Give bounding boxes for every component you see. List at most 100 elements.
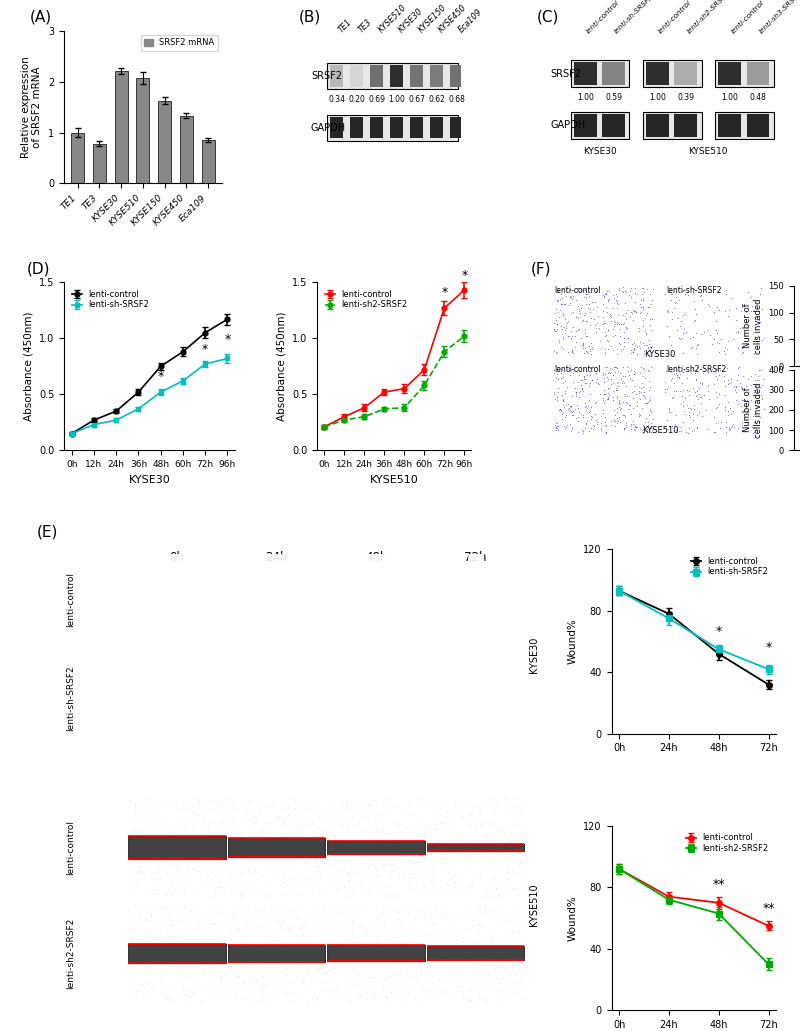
FancyBboxPatch shape: [330, 65, 343, 87]
Text: lenti-control: lenti-control: [554, 365, 602, 373]
FancyBboxPatch shape: [410, 65, 423, 87]
FancyBboxPatch shape: [390, 65, 403, 87]
FancyBboxPatch shape: [450, 118, 463, 138]
FancyBboxPatch shape: [715, 111, 774, 139]
Text: 0.62: 0.62: [428, 95, 446, 104]
FancyBboxPatch shape: [602, 62, 625, 85]
Text: 24h: 24h: [266, 552, 288, 564]
Text: *: *: [158, 370, 164, 384]
Text: lenti-control: lenti-control: [66, 820, 75, 875]
Text: (C): (C): [537, 9, 559, 25]
Text: (B): (B): [299, 9, 321, 25]
Text: lenti-sh-SRSF2: lenti-sh-SRSF2: [666, 286, 722, 295]
Y-axis label: Absorbance (450nm): Absorbance (450nm): [277, 311, 286, 421]
Text: (A): (A): [30, 9, 51, 25]
Text: SRSF2: SRSF2: [311, 71, 342, 80]
Legend: lenti-control, lenti-sh-SRSF2: lenti-control, lenti-sh-SRSF2: [68, 287, 152, 312]
Legend: lenti-control, lenti-sh2-SRSF2: lenti-control, lenti-sh2-SRSF2: [682, 830, 772, 857]
FancyBboxPatch shape: [430, 65, 443, 87]
Text: KYSE150: KYSE150: [417, 3, 448, 35]
Text: GAPDH: GAPDH: [311, 123, 346, 133]
Text: KYSE30: KYSE30: [645, 351, 676, 359]
Y-axis label: Wound%: Wound%: [568, 619, 578, 664]
Text: lenti-sh2-SRSF2: lenti-sh2-SRSF2: [686, 0, 730, 35]
FancyBboxPatch shape: [570, 111, 630, 139]
Text: 0.34: 0.34: [328, 95, 345, 104]
Y-axis label: Relative expression
of SRSF2 mRNA: Relative expression of SRSF2 mRNA: [21, 57, 42, 158]
Text: 1.00: 1.00: [388, 95, 405, 104]
FancyBboxPatch shape: [718, 62, 741, 85]
Text: GAPDH: GAPDH: [550, 121, 586, 130]
Text: *: *: [766, 641, 772, 654]
Text: lenti-control: lenti-control: [730, 0, 765, 35]
FancyBboxPatch shape: [370, 118, 383, 138]
Legend: lenti-control, lenti-sh2-SRSF2: lenti-control, lenti-sh2-SRSF2: [322, 287, 411, 312]
FancyBboxPatch shape: [350, 65, 363, 87]
Text: KYSE30: KYSE30: [397, 7, 425, 35]
Text: 0.48: 0.48: [750, 94, 766, 102]
Text: 1.00: 1.00: [577, 94, 594, 102]
Text: 0.20: 0.20: [348, 95, 365, 104]
Text: lenti-sh3-SRSF2: lenti-sh3-SRSF2: [758, 0, 800, 35]
Bar: [158, 100, 171, 184]
Text: 0.59: 0.59: [605, 94, 622, 102]
Y-axis label: Absorbance (450nm): Absorbance (450nm): [23, 311, 34, 421]
Text: 72h: 72h: [464, 552, 487, 564]
Text: KYSE510: KYSE510: [689, 147, 728, 157]
FancyBboxPatch shape: [390, 118, 403, 138]
Text: **: **: [713, 877, 725, 891]
Bar: [114, 70, 128, 184]
Text: lenti-control: lenti-control: [554, 286, 602, 295]
Text: lenti-control: lenti-control: [586, 0, 621, 35]
Text: Eca109: Eca109: [457, 7, 484, 35]
Text: 48h: 48h: [365, 552, 387, 564]
FancyBboxPatch shape: [643, 60, 702, 88]
FancyBboxPatch shape: [602, 114, 625, 137]
FancyBboxPatch shape: [674, 62, 697, 85]
Bar: [137, 78, 150, 184]
Legend: SRSF2 mRNA: SRSF2 mRNA: [141, 35, 218, 51]
Text: *: *: [715, 626, 722, 638]
Text: lenti-sh2-SRSF2: lenti-sh2-SRSF2: [66, 918, 75, 989]
Text: 0.68: 0.68: [449, 95, 466, 104]
X-axis label: KYSE510: KYSE510: [370, 474, 418, 485]
FancyBboxPatch shape: [330, 118, 343, 138]
Text: 0.69: 0.69: [368, 95, 385, 104]
Text: 1.00: 1.00: [649, 94, 666, 102]
Text: 0h: 0h: [170, 552, 185, 564]
Y-axis label: Wound%: Wound%: [568, 895, 578, 941]
FancyBboxPatch shape: [746, 114, 770, 137]
Text: KYSE510: KYSE510: [529, 884, 539, 926]
Text: 0.67: 0.67: [408, 95, 426, 104]
FancyBboxPatch shape: [574, 114, 597, 137]
FancyBboxPatch shape: [410, 118, 423, 138]
Legend: lenti-control, lenti-sh-SRSF2: lenti-control, lenti-sh-SRSF2: [688, 554, 772, 579]
Bar: [93, 143, 106, 184]
Text: 1.00: 1.00: [722, 94, 738, 102]
FancyBboxPatch shape: [327, 114, 458, 140]
Text: SRSF2: SRSF2: [550, 69, 582, 78]
FancyBboxPatch shape: [370, 65, 383, 87]
Text: (F): (F): [531, 262, 552, 277]
FancyBboxPatch shape: [718, 114, 741, 137]
Text: (D): (D): [26, 262, 50, 277]
Text: lenti-sh-SRSF2: lenti-sh-SRSF2: [614, 0, 655, 35]
X-axis label: KYSE30: KYSE30: [129, 474, 170, 485]
Text: KYSE30: KYSE30: [583, 147, 617, 157]
Text: *: *: [224, 333, 230, 346]
FancyBboxPatch shape: [570, 60, 630, 88]
FancyBboxPatch shape: [715, 60, 774, 88]
FancyBboxPatch shape: [430, 118, 443, 138]
Text: lenti-control: lenti-control: [66, 571, 75, 627]
FancyBboxPatch shape: [646, 114, 669, 137]
Text: TE1: TE1: [337, 18, 354, 35]
Text: *: *: [202, 343, 208, 357]
Text: *: *: [442, 287, 447, 299]
Text: *: *: [462, 269, 467, 282]
Text: TE3: TE3: [357, 18, 374, 35]
Text: KYSE510: KYSE510: [377, 3, 408, 35]
Text: 0.39: 0.39: [678, 94, 694, 102]
FancyBboxPatch shape: [646, 62, 669, 85]
FancyBboxPatch shape: [450, 65, 463, 87]
FancyBboxPatch shape: [350, 118, 363, 138]
